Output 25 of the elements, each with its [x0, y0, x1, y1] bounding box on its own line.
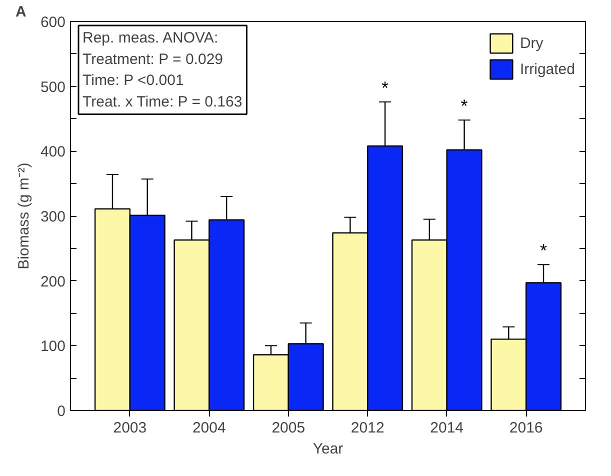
legend-label: Irrigated	[520, 60, 575, 78]
y-axis-title: Biomass (g m⁻²)	[15, 162, 32, 270]
y-tick-label: 100	[40, 338, 66, 356]
annotation: Treatment: P = 0.029	[82, 50, 224, 68]
y-tick-label: 500	[40, 78, 66, 96]
x-tick-label: 2012	[350, 420, 384, 436]
annotation: Rep. meas. ANOVA:	[82, 30, 218, 46]
x-tick-label: 2005	[272, 420, 306, 436]
text: A	[16, 4, 26, 20]
data-label: *	[540, 240, 548, 261]
x-axis-title: Year	[312, 440, 344, 458]
y-tick-label: 400	[40, 144, 66, 161]
annotation: Time: P <0.001	[82, 72, 184, 89]
x-tick-label: 2003	[113, 420, 147, 436]
x-tick-label: 2004	[192, 420, 226, 436]
legend-label: Dry	[520, 34, 544, 52]
data-label: *	[460, 96, 468, 116]
annotation: Treat. x Time: P = 0.163	[82, 93, 242, 110]
x-tick-label: 2014	[430, 420, 464, 436]
y-tick-label: 200	[40, 273, 66, 290]
y-tick-label: 600	[40, 14, 66, 31]
data-label: *	[382, 78, 389, 98]
x-tick-label: 2016	[509, 420, 543, 436]
y-tick-label: 0	[57, 403, 66, 420]
y-tick-label: 300	[40, 208, 66, 226]
